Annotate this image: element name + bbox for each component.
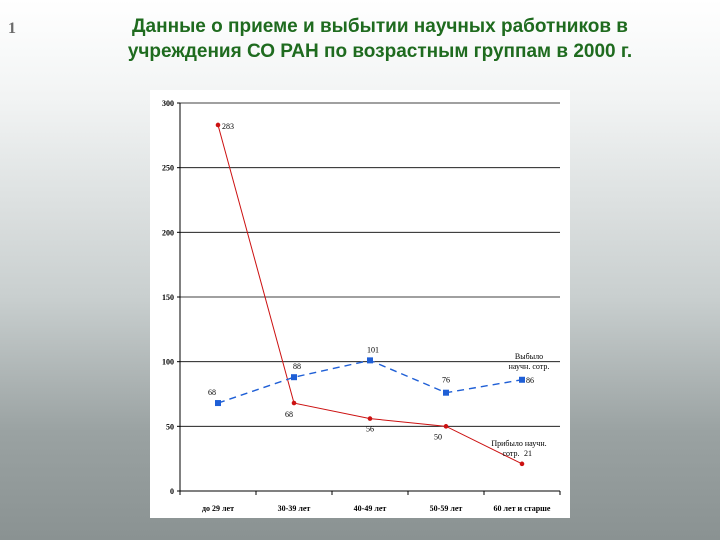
- x-tick-label: до 29 лет: [202, 504, 234, 513]
- data-point-incoming: [215, 122, 221, 128]
- series-label-incoming: сотр.: [502, 449, 519, 458]
- data-label-incoming: 56: [366, 425, 374, 434]
- slide-title: Данные о приеме и выбытии научных работн…: [60, 14, 700, 64]
- data-point-incoming: [367, 416, 373, 421]
- slide-title-line-2: учреждения СО РАН по возрастным группам …: [127, 41, 633, 62]
- slide-number: 1: [8, 20, 16, 37]
- y-tick-label: 200: [162, 228, 174, 237]
- chart-panel: 0 50 100 150 200 250 300 до 29 лет 30-39 лет 40-4…: [150, 90, 570, 518]
- x-tick-label: 30-39 лет: [278, 504, 311, 513]
- y-tick-label: 300: [162, 99, 174, 108]
- series-label-outgoing: Выбыло: [515, 352, 543, 361]
- data-point-outgoing: [215, 400, 221, 407]
- data-label-incoming: 50: [434, 432, 442, 441]
- y-tick-label: 0: [170, 487, 174, 496]
- series-label-outgoing: научн. сотр.: [509, 362, 550, 371]
- series-line-incoming: [217, 124, 523, 465]
- data-point-incoming: [443, 424, 449, 429]
- x-tick-label: 40-49 лет: [354, 504, 387, 513]
- data-label-incoming: 21: [524, 449, 532, 458]
- data-label-incoming: 68: [285, 410, 293, 419]
- data-point-incoming: [519, 461, 525, 467]
- data-label-outgoing: 76: [442, 376, 450, 385]
- line-chart: 0 50 100 150 200 250 300 до 29 лет 30-39 лет 40-4…: [162, 99, 561, 513]
- data-point-outgoing: [367, 357, 373, 364]
- data-label-outgoing: 68: [208, 388, 216, 397]
- y-tick-label: 250: [162, 164, 174, 173]
- x-tick-label: 60 лет и старше: [494, 504, 551, 513]
- data-label-outgoing: 88: [293, 362, 301, 371]
- data-point-outgoing: [443, 389, 449, 396]
- x-tick-label: 50-59 лет: [430, 504, 463, 513]
- y-tick-label: 100: [162, 358, 174, 367]
- series-line-outgoing: [217, 359, 523, 404]
- series-label-incoming: Прибыло научн.: [491, 439, 546, 448]
- y-tick-label: 50: [166, 422, 174, 431]
- data-label-outgoing: 101: [367, 345, 379, 354]
- data-label-incoming: 283: [222, 122, 234, 131]
- slide-title-line-1: Данные о приеме и выбытии научных работн…: [132, 16, 628, 37]
- data-point-incoming: [291, 400, 297, 406]
- data-point-outgoing: [519, 376, 525, 383]
- y-tick-label: 150: [162, 293, 174, 302]
- data-point-outgoing: [291, 374, 297, 381]
- data-label-outgoing: 86: [526, 376, 534, 385]
